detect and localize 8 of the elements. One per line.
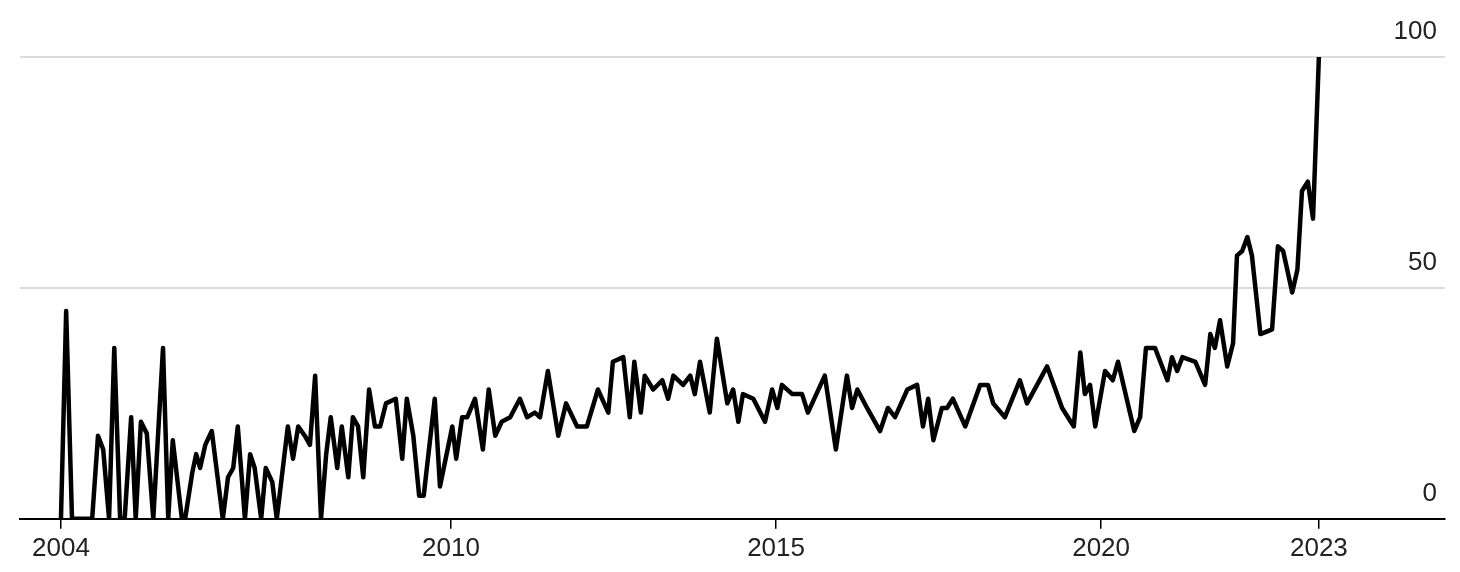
y-tick-label: 100: [1393, 15, 1437, 46]
x-tick-label: 2023: [1289, 531, 1348, 562]
x-tick-label: 2020: [1072, 531, 1131, 562]
y-tick-label: 50: [1408, 246, 1437, 277]
x-tick-label: 2010: [422, 531, 480, 562]
x-tick-label: 2004: [32, 531, 90, 562]
y-tick-label: 0: [1422, 476, 1437, 507]
x-tick-label: 2015: [747, 531, 805, 562]
